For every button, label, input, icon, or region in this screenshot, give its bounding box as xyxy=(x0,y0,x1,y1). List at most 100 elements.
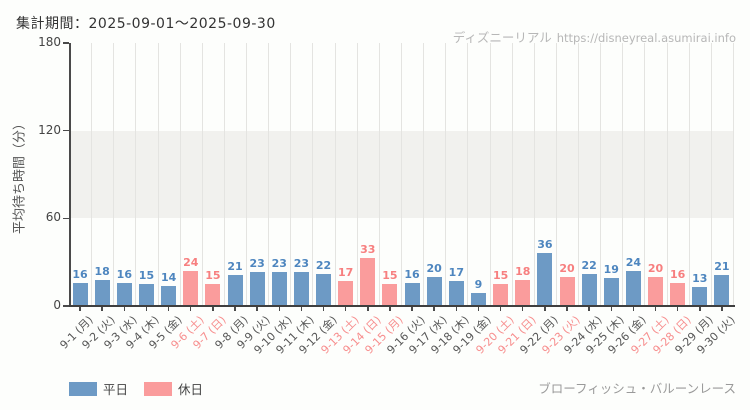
vertical-gridline xyxy=(135,43,137,306)
wait-time-bar[interactable] xyxy=(493,284,509,306)
vertical-gridline xyxy=(733,43,734,306)
wait-time-bar[interactable] xyxy=(138,284,154,306)
wait-time-bar[interactable] xyxy=(382,284,398,306)
bar-value-label: 21 xyxy=(714,260,730,274)
wait-time-bar[interactable] xyxy=(670,282,686,306)
legend-label-weekday: 平日 xyxy=(103,382,129,397)
wait-time-bar[interactable] xyxy=(249,272,265,306)
x-axis-tick xyxy=(278,306,281,311)
vertical-gridline xyxy=(401,43,402,306)
bar-value-label: 23 xyxy=(293,257,310,271)
site-brand-name: ディズニーリアル xyxy=(452,30,552,45)
bar-value-label: 23 xyxy=(271,257,287,271)
y-axis-tick-label: 60 xyxy=(45,210,61,225)
y-axis-tick xyxy=(63,305,69,307)
wait-time-bar[interactable] xyxy=(603,278,619,306)
vertical-gridline xyxy=(223,43,225,306)
legend-item-weekday[interactable]: 平日 xyxy=(69,379,128,398)
x-axis-tick xyxy=(101,306,103,311)
x-axis-tick xyxy=(455,306,458,311)
bar-value-label: 17 xyxy=(338,266,354,280)
bar-value-label: 15 xyxy=(138,269,155,283)
vertical-gridline xyxy=(268,43,270,306)
x-axis-tick xyxy=(477,306,480,311)
wait-time-bar[interactable] xyxy=(316,273,332,306)
x-axis-line xyxy=(69,305,735,307)
bar-value-label: 21 xyxy=(227,260,243,274)
x-axis-tick xyxy=(544,306,546,311)
bar-value-label: 18 xyxy=(515,264,531,278)
vertical-gridline xyxy=(666,43,668,306)
x-axis-tick xyxy=(676,306,679,311)
vertical-gridline xyxy=(246,43,248,306)
wait-time-bar[interactable] xyxy=(227,275,243,306)
y-axis-tick-label: 120 xyxy=(38,122,61,137)
bar-value-label: 36 xyxy=(537,238,553,252)
wait-time-bar[interactable] xyxy=(183,270,199,306)
bar-value-label: 15 xyxy=(382,269,398,283)
bar-value-label: 20 xyxy=(647,261,664,275)
legend-item-holiday[interactable]: 休日 xyxy=(144,379,203,398)
x-axis-tick xyxy=(167,306,170,311)
wait-time-bar[interactable] xyxy=(714,275,730,306)
bar-value-label: 24 xyxy=(183,255,199,269)
site-url: https://disneyreal.asumirai.info xyxy=(556,31,736,45)
wait-time-bar[interactable] xyxy=(515,279,531,306)
bar-value-label: 20 xyxy=(559,261,575,275)
x-axis-tick xyxy=(123,306,126,311)
wait-time-bar[interactable] xyxy=(72,282,88,306)
vertical-gridline xyxy=(356,43,358,306)
chart-legend: 平日 休日 xyxy=(69,379,203,398)
wait-time-bar[interactable] xyxy=(205,284,221,306)
wait-time-bar[interactable] xyxy=(625,270,641,306)
vertical-gridline xyxy=(578,43,580,306)
wait-time-bar[interactable] xyxy=(559,276,575,306)
wait-time-bar[interactable] xyxy=(360,257,376,306)
bar-value-label: 15 xyxy=(205,269,221,283)
y-axis-tick xyxy=(63,217,69,220)
x-axis-tick xyxy=(189,306,192,311)
x-axis-tick xyxy=(212,306,214,311)
vertical-gridline xyxy=(334,43,336,306)
x-axis-tick xyxy=(411,306,413,311)
wait-time-bar[interactable] xyxy=(161,285,177,306)
wait-time-bar[interactable] xyxy=(448,281,464,306)
x-axis-tick xyxy=(588,306,590,311)
y-axis-tick xyxy=(63,42,69,44)
wait-time-bar[interactable] xyxy=(470,292,486,306)
holiday-color-swatch xyxy=(144,381,173,396)
wait-time-bar[interactable] xyxy=(404,282,420,306)
vertical-gridline xyxy=(688,43,690,306)
vertical-gridline xyxy=(622,43,624,306)
wait-time-bar[interactable] xyxy=(94,279,110,306)
legend-label-holiday: 休日 xyxy=(178,382,204,397)
wait-time-bar[interactable] xyxy=(692,287,708,306)
bar-value-label: 33 xyxy=(360,242,376,256)
x-axis-tick xyxy=(322,306,325,311)
wait-time-bar[interactable] xyxy=(426,276,442,306)
x-axis-tick xyxy=(699,306,701,311)
wait-time-bar[interactable] xyxy=(537,253,553,306)
site-watermark: ディズニーリアル https://disneyreal.asumirai.info xyxy=(453,27,736,46)
x-axis-tick xyxy=(344,306,347,311)
bar-value-label: 16 xyxy=(670,267,686,281)
vertical-gridline xyxy=(445,43,447,306)
bar-value-label: 23 xyxy=(249,257,265,271)
vertical-gridline xyxy=(511,43,513,306)
wait-time-bar[interactable] xyxy=(116,282,132,306)
x-axis-tick xyxy=(521,306,524,311)
vertical-gridline xyxy=(710,43,712,306)
wait-time-bar[interactable] xyxy=(581,273,597,306)
x-axis-tick xyxy=(367,306,369,311)
bar-value-label: 24 xyxy=(625,255,642,269)
wait-time-bar[interactable] xyxy=(648,276,664,306)
wait-time-bar[interactable] xyxy=(271,272,287,306)
x-axis-tick xyxy=(256,306,258,311)
wait-time-bar[interactable] xyxy=(293,272,309,306)
bar-value-label: 15 xyxy=(492,269,509,283)
wait-time-bar[interactable] xyxy=(338,281,354,306)
x-axis-tick xyxy=(632,306,635,311)
vertical-gridline xyxy=(533,43,535,306)
